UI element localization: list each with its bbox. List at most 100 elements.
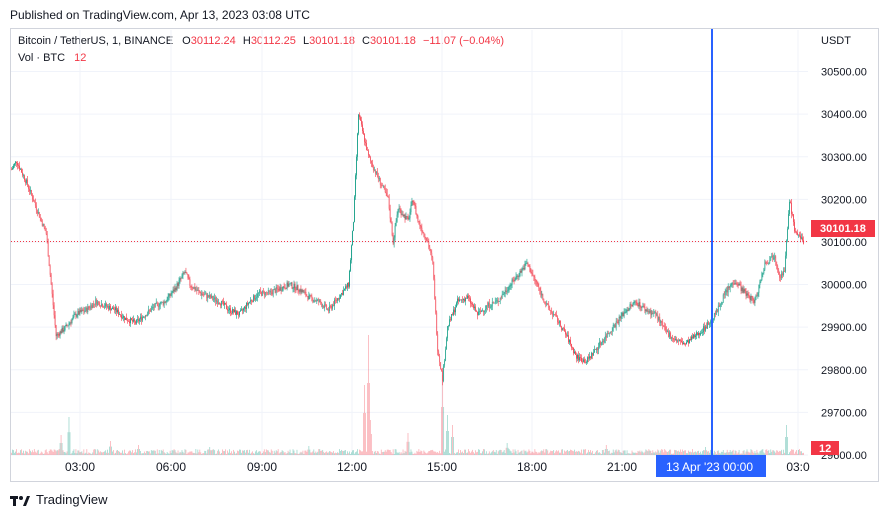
volume-bar <box>652 450 654 455</box>
volume-bar <box>180 452 182 455</box>
volume-bar <box>788 453 789 455</box>
candle-body <box>432 257 434 262</box>
candle-body <box>237 311 238 315</box>
volume-bar <box>264 452 266 455</box>
volume-bar <box>555 451 557 455</box>
candle-body <box>524 263 526 270</box>
volume-bar <box>712 453 714 455</box>
chart-frame[interactable] <box>10 28 879 482</box>
volume-bar <box>557 451 559 455</box>
volume-bar <box>735 450 737 455</box>
volume-bar <box>188 452 190 455</box>
candle-body <box>414 204 416 207</box>
candle-body <box>179 278 181 281</box>
candle-body <box>393 237 395 244</box>
volume-bar <box>56 450 58 455</box>
volume-bar <box>438 453 440 455</box>
candle-body <box>281 290 283 291</box>
volume-bar <box>600 453 602 455</box>
volume-bar <box>587 452 588 455</box>
volume-bar <box>611 452 613 455</box>
time-axis[interactable]: 03:00 06:00 09:00 12:00 15:00 18:00 21:00 03:0 <box>65 460 810 474</box>
candle-body <box>150 308 152 312</box>
volume-bar <box>467 452 468 455</box>
volume-bar <box>634 452 636 455</box>
candle-body <box>564 328 565 332</box>
volume-bar <box>660 450 662 455</box>
volume-bar <box>316 452 318 455</box>
volume-bar <box>378 453 380 455</box>
volume-bar <box>272 453 274 455</box>
candle-body <box>713 312 715 319</box>
volume-bar <box>168 453 170 455</box>
candle-body <box>308 295 310 300</box>
candle-body <box>295 289 297 291</box>
candle-body <box>563 328 564 329</box>
candle-body <box>92 303 94 308</box>
price-axis[interactable]: 29600.0029700.0029800.0029900.0030000.00… <box>821 67 867 462</box>
volume-bar <box>220 453 221 455</box>
volume-bar <box>141 453 142 455</box>
candle-body <box>267 290 269 294</box>
volume-bar <box>186 453 188 455</box>
candle-body <box>122 317 123 319</box>
volume-bar <box>420 450 422 455</box>
volume-bar <box>592 450 593 455</box>
volume-bar <box>162 449 164 455</box>
close-value: 30101.18 <box>369 35 416 47</box>
volume-bar <box>454 452 455 455</box>
volume-bar <box>23 450 24 455</box>
candle-body <box>752 296 754 300</box>
volume-bar <box>345 450 346 455</box>
volume-bar <box>26 451 27 455</box>
volume-bar <box>32 452 34 455</box>
candle-body <box>647 311 649 312</box>
volume-bar <box>695 451 696 455</box>
candle-body <box>225 302 226 305</box>
candle-body <box>81 309 83 312</box>
volume-bar <box>792 449 793 455</box>
candle-body <box>616 321 618 323</box>
volume-bar <box>24 453 25 455</box>
candle-body <box>731 283 733 286</box>
volume-bar <box>11 452 12 455</box>
candle-body <box>52 293 54 306</box>
candle-body <box>202 293 204 295</box>
volume-bar <box>183 453 185 455</box>
volume-bar <box>607 451 609 455</box>
volume-bar <box>329 451 331 455</box>
volume-bar <box>45 449 47 455</box>
volume-bar <box>130 450 131 455</box>
candle-body <box>140 316 141 320</box>
candle-body <box>251 300 252 302</box>
candle-body <box>692 336 693 339</box>
candle-body <box>259 290 261 292</box>
candle-body <box>134 319 135 322</box>
footer-brand[interactable]: TradingView <box>10 492 108 507</box>
candle-body <box>606 333 608 338</box>
volume-bar <box>163 452 165 455</box>
candle-body <box>11 169 12 171</box>
volume-bar <box>231 451 232 455</box>
volume-bar <box>672 453 674 455</box>
candle-body <box>671 337 673 339</box>
volume-bar <box>644 451 646 455</box>
candle-body <box>73 314 75 317</box>
candle-body <box>326 304 328 309</box>
volume-bar <box>616 451 618 455</box>
candle-body <box>135 321 136 324</box>
volume-bar <box>757 452 759 455</box>
candle-body <box>525 263 527 265</box>
volume-bar <box>385 451 387 455</box>
candle-body <box>383 185 385 189</box>
candle-body <box>94 303 96 305</box>
volume-bar <box>244 450 245 455</box>
candle-body <box>296 285 298 291</box>
candle-body <box>538 286 540 288</box>
volume-bar <box>117 450 118 455</box>
candle-body <box>293 283 295 289</box>
volume-bar <box>754 451 756 455</box>
candle-body <box>156 302 158 304</box>
volume-bar <box>724 452 726 455</box>
